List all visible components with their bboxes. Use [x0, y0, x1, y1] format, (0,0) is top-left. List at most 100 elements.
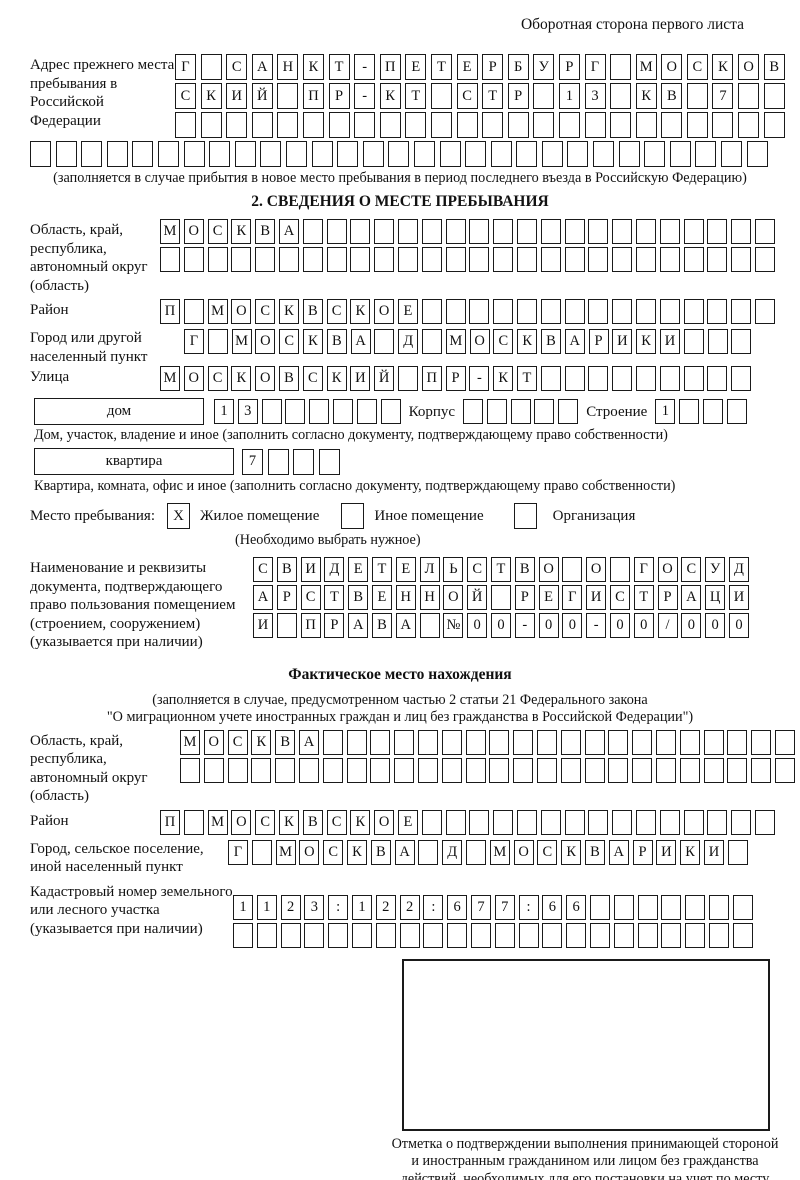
char-cell[interactable]: Е — [538, 585, 559, 610]
char-cell[interactable]: 7 — [494, 894, 515, 920]
char-cell[interactable] — [388, 141, 410, 167]
char-cell[interactable] — [661, 922, 682, 948]
char-cell[interactable] — [507, 112, 529, 138]
char-cell[interactable] — [30, 141, 51, 167]
char-cell[interactable] — [774, 757, 795, 783]
char-cell[interactable]: Т — [405, 83, 427, 109]
char-cell[interactable]: 7 — [242, 448, 263, 475]
char-cell[interactable] — [533, 83, 555, 109]
char-cell[interactable] — [470, 922, 491, 948]
char-cell[interactable] — [227, 757, 248, 783]
char-cell[interactable] — [564, 809, 585, 835]
char-cell[interactable] — [251, 757, 272, 783]
char-cell[interactable] — [510, 399, 531, 424]
char-cell[interactable]: 0 — [633, 613, 654, 638]
char-cell[interactable] — [486, 399, 507, 424]
char-cell[interactable]: Р — [657, 585, 678, 610]
char-cell[interactable]: Т — [633, 585, 654, 610]
char-cell[interactable] — [635, 809, 656, 835]
char-cell[interactable] — [421, 329, 442, 354]
char-cell[interactable] — [541, 141, 563, 167]
char-cell[interactable]: Б — [507, 54, 529, 80]
char-cell[interactable] — [81, 141, 103, 167]
char-cell[interactable] — [635, 219, 656, 244]
char-cell[interactable] — [727, 729, 748, 755]
char-cell[interactable] — [490, 585, 511, 610]
char-cell[interactable] — [754, 247, 775, 272]
char-cell[interactable]: Д — [442, 839, 463, 865]
char-cell[interactable] — [695, 141, 717, 167]
char-cell[interactable] — [726, 399, 747, 424]
char-cell[interactable] — [421, 299, 442, 324]
char-cell[interactable] — [280, 922, 301, 948]
char-cell[interactable] — [540, 299, 561, 324]
char-cell[interactable]: 7 — [470, 894, 491, 920]
char-cell[interactable]: Ь — [443, 557, 464, 582]
char-cell[interactable]: : — [518, 894, 539, 920]
char-cell[interactable] — [635, 247, 656, 272]
char-cell[interactable]: С — [681, 557, 702, 582]
char-cell[interactable] — [311, 141, 333, 167]
char-cell[interactable]: К — [326, 366, 347, 391]
char-cell[interactable]: Ц — [705, 585, 726, 610]
char-cell[interactable] — [469, 809, 490, 835]
char-cell[interactable] — [302, 112, 324, 138]
char-cell[interactable]: Р — [507, 83, 529, 109]
char-cell[interactable]: П — [300, 613, 321, 638]
char-cell[interactable] — [558, 112, 580, 138]
char-cell[interactable]: № — [443, 613, 464, 638]
char-cell[interactable]: 1 — [256, 894, 277, 920]
char-cell[interactable] — [618, 141, 640, 167]
char-cell[interactable] — [540, 809, 561, 835]
char-cell[interactable] — [328, 922, 349, 948]
char-cell[interactable]: С — [456, 83, 478, 109]
char-cell[interactable] — [659, 247, 680, 272]
char-cell[interactable] — [298, 757, 319, 783]
char-cell[interactable]: 1 — [558, 83, 580, 109]
char-cell[interactable] — [293, 448, 315, 475]
char-cell[interactable]: Р — [514, 585, 535, 610]
char-cell[interactable]: Г — [175, 54, 196, 80]
char-cell[interactable]: О — [299, 839, 320, 865]
char-cell[interactable]: С — [226, 54, 248, 80]
stay-type-checkbox-other[interactable] — [341, 503, 365, 529]
char-cell[interactable] — [418, 839, 439, 865]
char-cell[interactable]: В — [275, 729, 296, 755]
char-cell[interactable]: П — [421, 366, 442, 391]
char-cell[interactable] — [226, 112, 248, 138]
char-cell[interactable]: М — [160, 219, 180, 244]
char-cell[interactable]: Р — [482, 54, 504, 80]
char-cell[interactable]: П — [302, 83, 324, 109]
char-cell[interactable]: И — [728, 585, 749, 610]
char-cell[interactable] — [351, 922, 372, 948]
char-cell[interactable]: П — [160, 809, 180, 835]
char-cell[interactable] — [251, 112, 273, 138]
char-cell[interactable] — [397, 366, 418, 391]
char-cell[interactable] — [423, 922, 444, 948]
char-cell[interactable]: О — [183, 219, 204, 244]
char-cell[interactable] — [655, 729, 676, 755]
char-cell[interactable] — [707, 809, 728, 835]
char-cell[interactable]: Т — [482, 83, 504, 109]
char-cell[interactable] — [707, 247, 728, 272]
char-cell[interactable] — [233, 922, 253, 948]
char-cell[interactable] — [394, 729, 415, 755]
char-cell[interactable] — [430, 112, 452, 138]
char-cell[interactable] — [513, 757, 534, 783]
char-cell[interactable] — [683, 329, 704, 354]
char-cell[interactable] — [354, 112, 376, 138]
char-cell[interactable]: Р — [324, 613, 345, 638]
char-cell[interactable] — [445, 299, 466, 324]
char-cell[interactable] — [609, 557, 630, 582]
char-cell[interactable]: : — [423, 894, 444, 920]
char-cell[interactable]: О — [231, 809, 252, 835]
char-cell[interactable] — [318, 448, 340, 475]
char-cell[interactable] — [445, 809, 466, 835]
char-cell[interactable]: П — [160, 299, 180, 324]
char-cell[interactable] — [493, 809, 514, 835]
char-cell[interactable]: К — [346, 839, 367, 865]
char-cell[interactable]: Р — [588, 329, 609, 354]
char-cell[interactable] — [516, 809, 537, 835]
char-cell[interactable]: Г — [228, 839, 248, 865]
char-cell[interactable]: 0 — [562, 613, 583, 638]
